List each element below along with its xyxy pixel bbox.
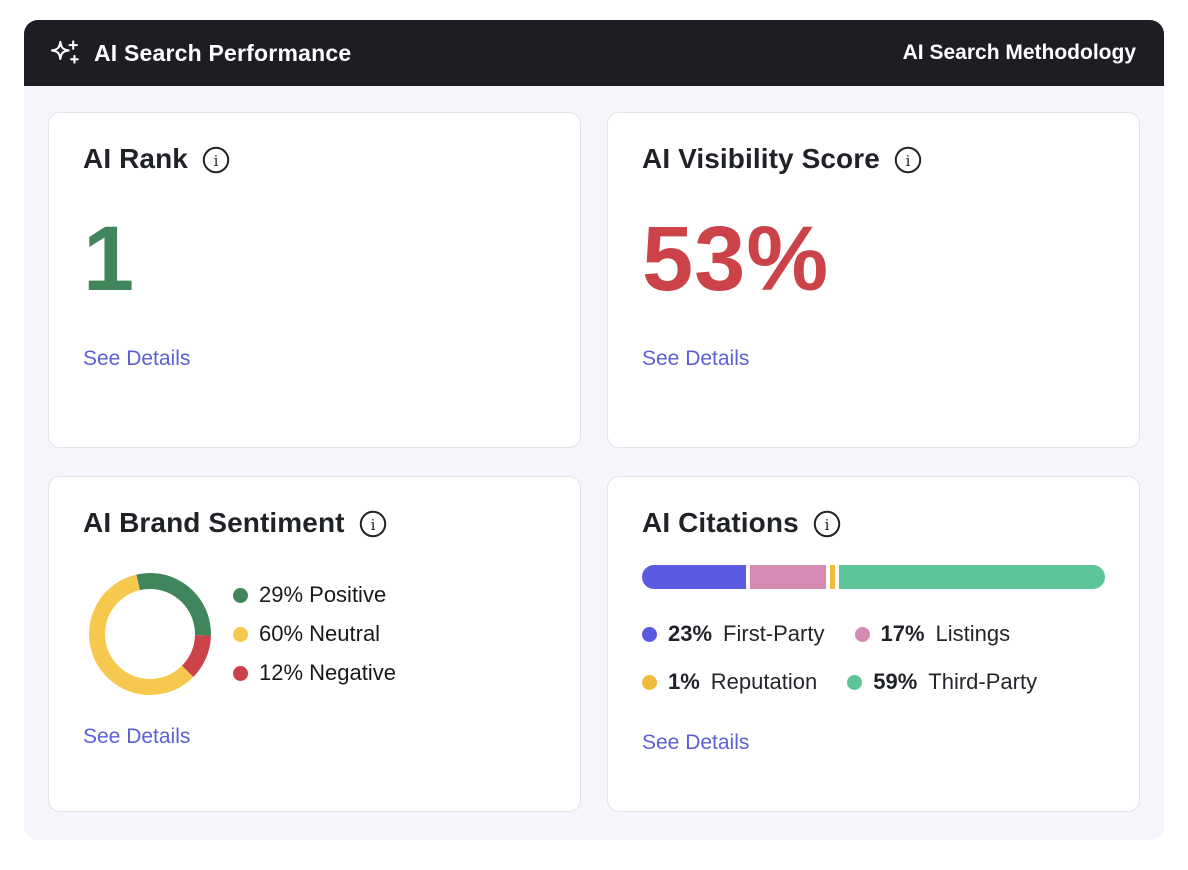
card-ai-rank: AI Rank i 1 See Details (48, 112, 581, 448)
card-header: AI Citations i (642, 507, 1105, 539)
card-header: AI Rank i (83, 143, 546, 175)
legend-label: 60% Neutral (259, 621, 381, 646)
legend-percent: 1% (668, 669, 700, 694)
legend-label: First-Party (723, 621, 825, 646)
legend-dot (847, 674, 863, 690)
legend-label: Reputation (710, 669, 818, 694)
ai-visibility-value: 53% (642, 208, 830, 310)
citations-stacked-bar (642, 565, 1105, 589)
legend-dot (233, 626, 248, 642)
legend-dot (233, 665, 248, 681)
bar-segment-reputation (830, 565, 836, 589)
sentiment-donut-chart (89, 573, 211, 695)
legend-percent: 23% (668, 621, 713, 646)
see-details-link[interactable]: See Details (83, 725, 191, 748)
sentiment-chart-area: 29% Positive 60% Neutral 12% Negative (89, 573, 546, 695)
ai-sparkle-icon (48, 38, 80, 68)
bar-segment-third-party (839, 565, 1105, 589)
citations-legend-item-reputation: 1% Reputation (642, 669, 817, 695)
see-details-link[interactable]: See Details (642, 731, 750, 754)
page-title: AI Search Performance (94, 39, 352, 66)
citations-legend-row: 1% Reputation 59% Third-Party (642, 669, 1105, 695)
citations-legend-item-listings: 17% Listings (854, 621, 1011, 647)
svg-text:i: i (824, 516, 829, 534)
card-title: AI Brand Sentiment (83, 507, 345, 538)
card-ai-citations: AI Citations i 23% First-Party 17% Listings… (607, 476, 1140, 812)
legend-label: 12% Negative (259, 660, 396, 685)
info-icon[interactable]: i (894, 146, 922, 174)
card-ai-brand-sentiment: AI Brand Sentiment i 29% Positive 60% Neu… (48, 476, 581, 812)
legend-dot (854, 626, 870, 642)
ai-rank-value: 1 (83, 208, 136, 310)
cards-grid: AI Rank i 1 See Details AI Visibility Sc… (48, 112, 1140, 812)
card-ai-visibility-score: AI Visibility Score i 53% See Details (607, 112, 1140, 448)
citations-legend-item-third-party: 59% Third-Party (847, 669, 1037, 695)
svg-text:i: i (906, 152, 911, 170)
legend-dot (642, 626, 657, 642)
bar-segment-first-party (642, 565, 746, 589)
citations-legend-item-first-party: 23% First-Party (642, 621, 825, 647)
donut-segment-neutral (89, 573, 211, 695)
card-title: AI Citations (642, 507, 799, 538)
card-title: AI Visibility Score (642, 143, 880, 174)
legend-dot (233, 587, 248, 603)
card-header: AI Brand Sentiment i (83, 507, 546, 539)
svg-text:i: i (370, 516, 375, 534)
legend-label: 29% Positive (259, 582, 387, 607)
methodology-link[interactable]: AI Search Methodology (902, 41, 1136, 64)
sentiment-legend-item-negative: 12% Negative (233, 660, 396, 686)
svg-text:i: i (214, 152, 219, 170)
card-title: AI Rank (83, 143, 188, 174)
see-details-link[interactable]: See Details (642, 347, 750, 370)
sentiment-legend: 29% Positive 60% Neutral 12% Negative (233, 582, 396, 686)
legend-percent: 17% (880, 621, 925, 646)
info-icon[interactable]: i (813, 510, 841, 538)
info-icon[interactable]: i (359, 510, 387, 538)
content-panel: AI Rank i 1 See Details AI Visibility Sc… (24, 86, 1164, 840)
legend-label: Listings (935, 621, 1011, 646)
info-icon[interactable]: i (202, 146, 230, 174)
legend-label: Third-Party (928, 669, 1038, 694)
app-header: AI Search Performance AI Search Methodol… (24, 20, 1164, 86)
legend-percent: 59% (873, 669, 918, 694)
citations-legend-row: 23% First-Party 17% Listings (642, 621, 1105, 647)
see-details-link[interactable]: See Details (83, 347, 191, 370)
header-left: AI Search Performance (48, 38, 351, 68)
sentiment-legend-item-positive: 29% Positive (233, 582, 396, 608)
card-header: AI Visibility Score i (642, 143, 1105, 175)
citations-legend: 23% First-Party 17% Listings 1% Reputation 59%… (642, 621, 1105, 695)
sentiment-legend-item-neutral: 60% Neutral (233, 621, 396, 647)
legend-dot (642, 674, 657, 690)
bar-segment-listings (749, 565, 827, 589)
